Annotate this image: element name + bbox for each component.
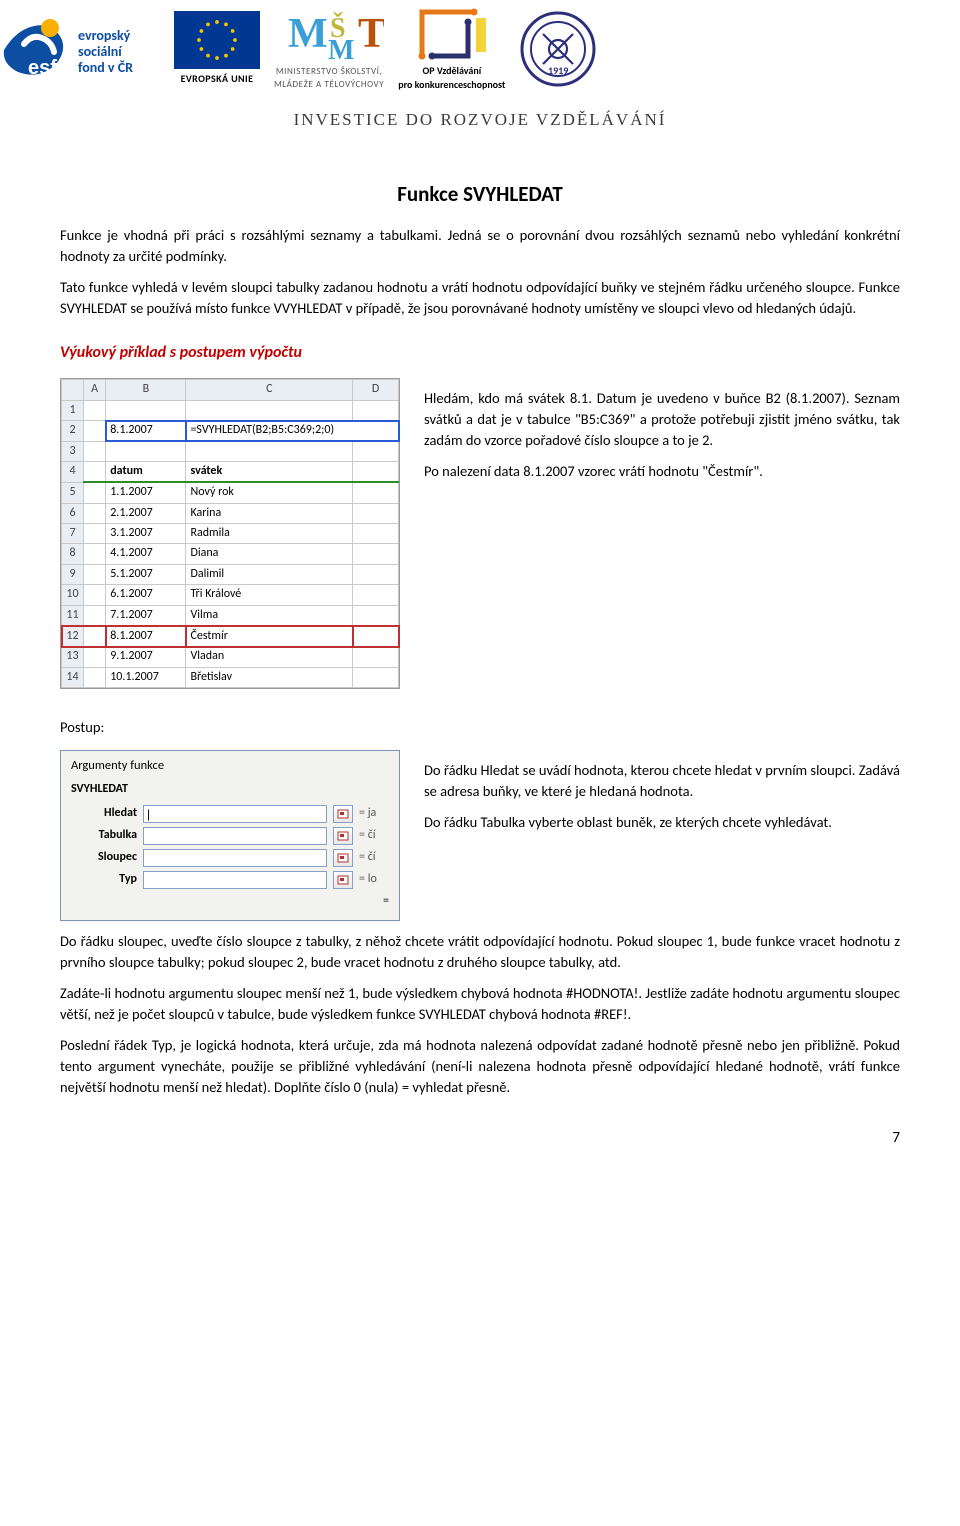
col-B: B (106, 380, 186, 400)
argdlg-input[interactable] (143, 871, 327, 889)
argdlg-hint: = ja (359, 805, 389, 822)
ref-picker-icon[interactable] (333, 805, 353, 823)
hdr-svatek: svátek (186, 461, 353, 482)
header-logos: esf evropský sociální fond v ČR (0, 0, 960, 100)
table-row: 117.1.2007Vilma (62, 605, 399, 626)
logo-msmt: M Š M T MINISTERSTVO ŠKOLSTVÍ, MLÁDEŽE A… (274, 7, 384, 91)
argdlg-input[interactable] (143, 805, 327, 823)
argdlg-fnname: SVYHLEDAT (71, 781, 389, 798)
table-row: 84.1.2007Diana (62, 544, 399, 564)
col-D: D (353, 380, 399, 400)
example-p1: Hledám, kdo má svátek 8.1. Datum je uved… (424, 388, 900, 451)
logo-guild: 1919 (519, 10, 597, 88)
ref-picker-icon[interactable] (333, 827, 353, 845)
argdlg-hint: = čí (359, 849, 389, 866)
example-block: A B C D 1 2 8.1.2007 =SVYHLEDAT(B2;B5:C3… (60, 378, 900, 689)
col-C: C (186, 380, 353, 400)
postup-block: Argumenty funkce SVYHLEDAT Hledat = ja Tab… (60, 750, 900, 921)
argdlg-row: Sloupec = čí (71, 849, 389, 867)
svg-text:sociální: sociální (78, 43, 123, 60)
svg-text:esf: esf (28, 57, 57, 79)
cell-B2[interactable]: 8.1.2007 (106, 421, 186, 441)
argdlg-row: Tabulka = čí (71, 827, 389, 845)
table-row: 73.1.2007Radmila (62, 524, 399, 544)
postup-label: Postup: (60, 717, 900, 738)
logo-esf: esf evropský sociální fond v ČR (0, 4, 160, 94)
col-A: A (84, 380, 106, 400)
spreadsheet-example: A B C D 1 2 8.1.2007 =SVYHLEDAT(B2;B5:C3… (60, 378, 400, 689)
postup-r3: Do řádku sloupec, uveďte číslo sloupce z… (60, 931, 900, 973)
table-row: 51.1.2007Nový rok (62, 482, 399, 503)
eu-label: EVROPSKÁ UNIE (181, 72, 254, 87)
postup-r1: Do řádku Hledat se uvádí hodnota, kterou… (424, 760, 900, 802)
argdlg-label: Sloupec (71, 849, 137, 866)
svg-text:T: T (358, 11, 384, 57)
logo-opvk: OP Vzdělávání pro konkurenceschopnost (398, 6, 505, 93)
intro-p1: Funkce je vhodná při práci s rozsáhlými … (60, 225, 900, 267)
table-row: 106.1.2007Tři Králové (62, 585, 399, 605)
ref-picker-icon[interactable] (333, 849, 353, 867)
guild-year: 1919 (548, 64, 568, 77)
table-row: 1410.1.2007Břetislav (62, 667, 399, 687)
svg-text:evropský: evropský (78, 27, 131, 44)
section-heading: Výukový příklad s postupem výpočtu (60, 341, 900, 364)
postup-r4: Zadáte-li hodnotu argumentu sloupec menš… (60, 983, 900, 1025)
header-tagline: INVESTICE DO ROZVOJE VZDĚLÁVÁNÍ (0, 108, 960, 133)
table-row: 62.1.2007Karina (62, 503, 399, 523)
function-arguments-dialog: Argumenty funkce SVYHLEDAT Hledat = ja Tab… (60, 750, 400, 921)
msmt-l1: MINISTERSTVO ŠKOLSTVÍ, (276, 65, 383, 78)
hdr-datum: datum (106, 461, 186, 482)
ref-picker-icon[interactable] (333, 871, 353, 889)
postup-r2: Do řádku Tabulka vyberte oblast buněk, z… (424, 812, 900, 833)
argdlg-hint: = lo (359, 871, 389, 888)
cell-formula[interactable]: =SVYHLEDAT(B2;B5:C369;2;0) (186, 421, 399, 441)
page-title: Funkce SVYHLEDAT (60, 179, 900, 209)
table-row: 95.1.2007Dalimil (62, 564, 399, 584)
logo-eu: EVROPSKÁ UNIE (174, 11, 260, 87)
msmt-l2: MLÁDEŽE A TĚLOVÝCHOVY (274, 78, 384, 91)
table-row: 128.1.2007Čestmír (62, 626, 399, 647)
argdlg-input[interactable] (143, 827, 327, 845)
page-number: 7 (60, 1128, 900, 1150)
svg-text:M: M (288, 11, 328, 57)
page-body: Funkce SVYHLEDAT Funkce je vhodná při pr… (0, 153, 960, 1180)
argdlg-title: Argumenty funkce (71, 757, 389, 775)
argdlg-row: Typ = lo (71, 871, 389, 889)
argdlg-hint: = čí (359, 827, 389, 844)
col-corner (62, 380, 84, 400)
postup-r5: Poslední řádek Typ, je logická hodnota, … (60, 1035, 900, 1098)
example-p2: Po nalezení data 8.1.2007 vzorec vrátí h… (424, 461, 900, 482)
argdlg-label: Typ (71, 871, 137, 888)
argdlg-row: Hledat = ja (71, 805, 389, 823)
intro-p2: Tato funkce vyhledá v levém sloupci tabu… (60, 277, 900, 319)
opvk-l2: pro konkurenceschopnost (398, 78, 505, 93)
argdlg-label: Tabulka (71, 827, 137, 844)
svg-text:fond v ČR: fond v ČR (78, 59, 133, 76)
svg-text:M: M (328, 35, 354, 65)
argdlg-label: Hledat (71, 805, 137, 822)
argdlg-input[interactable] (143, 849, 327, 867)
opvk-l1: OP Vzdělávání (422, 64, 481, 79)
table-row: 139.1.2007Vladan (62, 647, 399, 667)
